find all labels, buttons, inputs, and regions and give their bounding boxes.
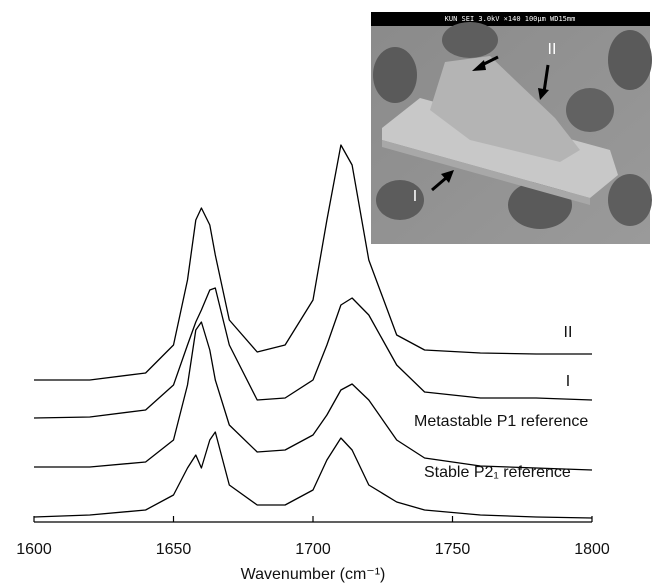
spectrum-line bbox=[34, 321, 593, 471]
x-tick-label: 1750 bbox=[435, 541, 471, 558]
series-label: I bbox=[566, 373, 570, 390]
inset-label: II bbox=[548, 41, 557, 58]
series-label: Metastable P1 reference bbox=[414, 413, 588, 430]
inset-label: I bbox=[413, 188, 417, 205]
x-axis-label: Wavenumber (cm⁻¹) bbox=[241, 566, 386, 583]
x-tick-label: 1800 bbox=[574, 541, 610, 558]
inset-banner: KUN SEI 3.0kV ×140 100μm WD15mm bbox=[445, 15, 576, 23]
x-tick-label: 1600 bbox=[16, 541, 52, 558]
x-tick-label: 1650 bbox=[156, 541, 192, 558]
spectrum-line bbox=[33, 431, 593, 519]
series-label: II bbox=[564, 324, 573, 341]
inset-image bbox=[371, 12, 652, 244]
x-tick-label: 1700 bbox=[295, 541, 331, 558]
series-label: Stable P2₁ reference bbox=[424, 464, 571, 481]
spectrum-line bbox=[33, 287, 593, 419]
spectrum-line bbox=[34, 144, 592, 381]
